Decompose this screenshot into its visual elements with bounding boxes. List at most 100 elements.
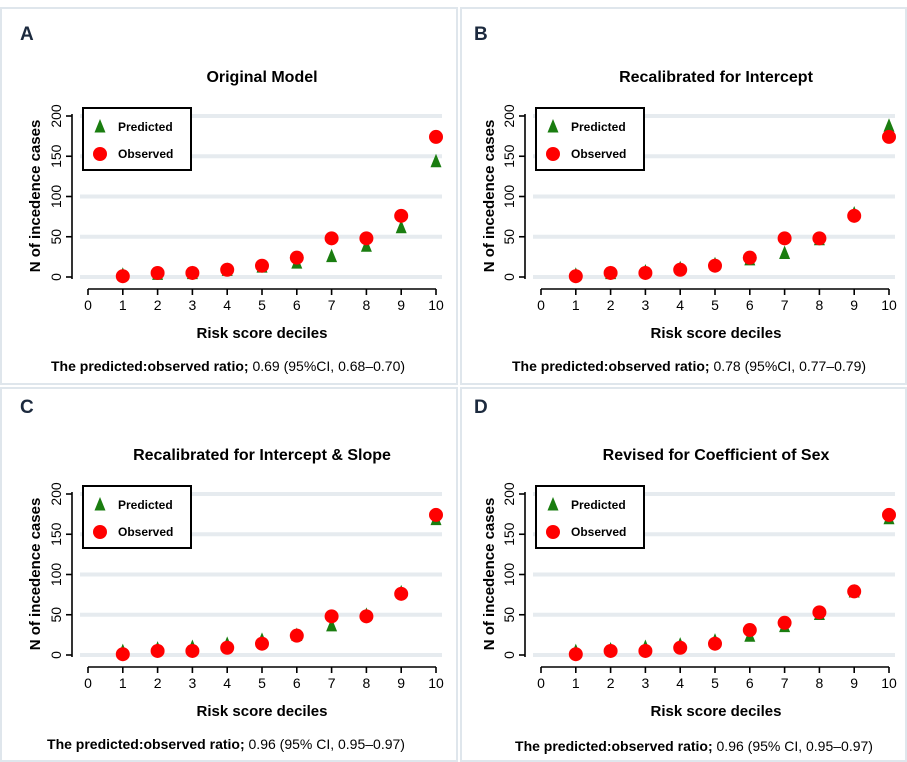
panel-d-footnote: The predicted:observed ratio; 0.96 (95% … bbox=[515, 738, 873, 754]
legend-predicted-label: Predicted bbox=[118, 498, 173, 512]
x-tick-label: 10 bbox=[881, 297, 897, 313]
x-tick-label: 1 bbox=[572, 675, 580, 691]
y-tick-label: 100 bbox=[48, 185, 64, 209]
observed-series bbox=[115, 507, 443, 662]
observed-point bbox=[742, 623, 757, 638]
panel-c-letter: C bbox=[20, 397, 34, 418]
x-tick-label: 10 bbox=[428, 675, 444, 691]
observed-series bbox=[568, 507, 896, 662]
observed-point bbox=[359, 609, 374, 624]
observed-point bbox=[882, 129, 896, 144]
observed-point bbox=[638, 643, 653, 658]
x-tick-label: 8 bbox=[363, 675, 371, 691]
x-tick-label: 3 bbox=[189, 675, 197, 691]
x-tick-label: 4 bbox=[676, 675, 684, 691]
x-tick-label: 7 bbox=[328, 297, 336, 313]
legend-predicted-marker bbox=[94, 497, 106, 511]
y-tick-label: 0 bbox=[501, 651, 517, 659]
x-tick-label: 2 bbox=[607, 675, 615, 691]
predicted-point bbox=[430, 153, 442, 168]
legend-observed-marker bbox=[546, 525, 560, 539]
x-tick-label: 4 bbox=[223, 297, 231, 313]
predicted-point bbox=[395, 219, 407, 234]
legend-observed-label: Observed bbox=[118, 147, 173, 161]
x-tick-label: 9 bbox=[397, 675, 405, 691]
x-tick-label: 1 bbox=[119, 297, 127, 313]
observed-point bbox=[359, 231, 374, 246]
observed-point bbox=[394, 208, 409, 223]
x-tick-label: 0 bbox=[537, 297, 545, 313]
panel-b-ylabel: N of incedence cases bbox=[481, 120, 498, 273]
y-tick-label: 50 bbox=[48, 229, 64, 245]
observed-point bbox=[115, 269, 130, 284]
legend-predicted-label: Predicted bbox=[118, 120, 173, 134]
panel-a-footnote-label: The predicted:observed ratio; bbox=[51, 358, 249, 374]
x-tick-label: 2 bbox=[607, 297, 615, 313]
x-tick-label: 5 bbox=[258, 675, 266, 691]
panel-c-footnote-value: 0.96 (95% CI, 0.95–0.97) bbox=[245, 736, 405, 752]
observed-point bbox=[568, 647, 583, 662]
predicted-point bbox=[326, 248, 338, 263]
observed-point bbox=[638, 265, 653, 280]
x-tick-label: 3 bbox=[642, 297, 650, 313]
observed-point bbox=[185, 643, 200, 658]
panel-a-xlabel: Risk score deciles bbox=[197, 325, 328, 342]
x-tick-label: 7 bbox=[781, 297, 789, 313]
observed-point bbox=[812, 231, 827, 246]
observed-point bbox=[882, 507, 896, 522]
observed-series bbox=[115, 129, 443, 284]
x-tick-label: 0 bbox=[84, 297, 92, 313]
x-tick-label: 5 bbox=[711, 297, 719, 313]
legend: Predicted Observed bbox=[82, 107, 192, 171]
panel-a-ylabel: N of incedence cases bbox=[27, 120, 44, 273]
panel-d-footnote-value: 0.96 (95% CI, 0.95–0.97) bbox=[713, 738, 873, 754]
y-tick-label: 0 bbox=[48, 651, 64, 659]
legend-predicted-marker bbox=[547, 497, 559, 511]
y-tick-label: 200 bbox=[48, 104, 64, 128]
legend-observed-label: Observed bbox=[571, 525, 626, 539]
panel-d-ylabel: N of incedence cases bbox=[481, 498, 498, 651]
observed-point bbox=[115, 647, 130, 662]
panel-a-plot: 0 50 100 150 200 0 1 2 3 4 5 6 7 8 9 10 Predicted Observe… bbox=[48, 104, 444, 313]
x-tick-label: 10 bbox=[428, 297, 444, 313]
predicted-point bbox=[883, 118, 895, 132]
observed-point bbox=[324, 609, 339, 624]
observed-point bbox=[812, 605, 827, 620]
y-tick-label: 50 bbox=[501, 229, 517, 245]
panel-d-footnote-label: The predicted:observed ratio; bbox=[515, 738, 713, 754]
observed-point bbox=[847, 208, 862, 223]
x-tick-label: 9 bbox=[397, 297, 405, 313]
x-tick-label: 7 bbox=[328, 675, 336, 691]
observed-point bbox=[429, 129, 443, 144]
x-tick-label: 2 bbox=[154, 675, 162, 691]
observed-point bbox=[289, 250, 304, 265]
y-tick-label: 150 bbox=[48, 144, 64, 168]
panel-a-footnote: The predicted:observed ratio; 0.69 (95%C… bbox=[51, 358, 405, 374]
x-tick-label: 6 bbox=[293, 675, 301, 691]
panel-a-letter: A bbox=[20, 24, 34, 45]
panel-c-footnote: The predicted:observed ratio; 0.96 (95% … bbox=[47, 736, 405, 752]
observed-point bbox=[777, 615, 792, 630]
panel-d-letter: D bbox=[474, 397, 488, 418]
legend-observed-label: Observed bbox=[118, 525, 173, 539]
observed-point bbox=[708, 258, 722, 273]
x-tick-label: 5 bbox=[258, 297, 266, 313]
x-tick-label: 2 bbox=[154, 297, 162, 313]
legend-observed-marker bbox=[93, 147, 107, 161]
observed-point bbox=[742, 250, 757, 265]
observed-series bbox=[568, 129, 896, 284]
x-tick-label: 1 bbox=[572, 297, 580, 313]
x-tick-label: 0 bbox=[537, 675, 545, 691]
observed-point bbox=[673, 640, 688, 655]
x-tick-label: 0 bbox=[84, 675, 92, 691]
x-tick-label: 9 bbox=[850, 297, 858, 313]
observed-point bbox=[673, 262, 688, 277]
x-tick-label: 4 bbox=[676, 297, 684, 313]
observed-point bbox=[708, 636, 722, 651]
x-tick-label: 7 bbox=[781, 675, 789, 691]
y-tick-label: 0 bbox=[48, 273, 64, 281]
panel-b-footnote-value: 0.78 (95%CI, 0.77–0.79) bbox=[710, 358, 866, 374]
panel-b-title: Recalibrated for Intercept bbox=[619, 69, 814, 86]
panel-a-title: Original Model bbox=[206, 69, 317, 86]
